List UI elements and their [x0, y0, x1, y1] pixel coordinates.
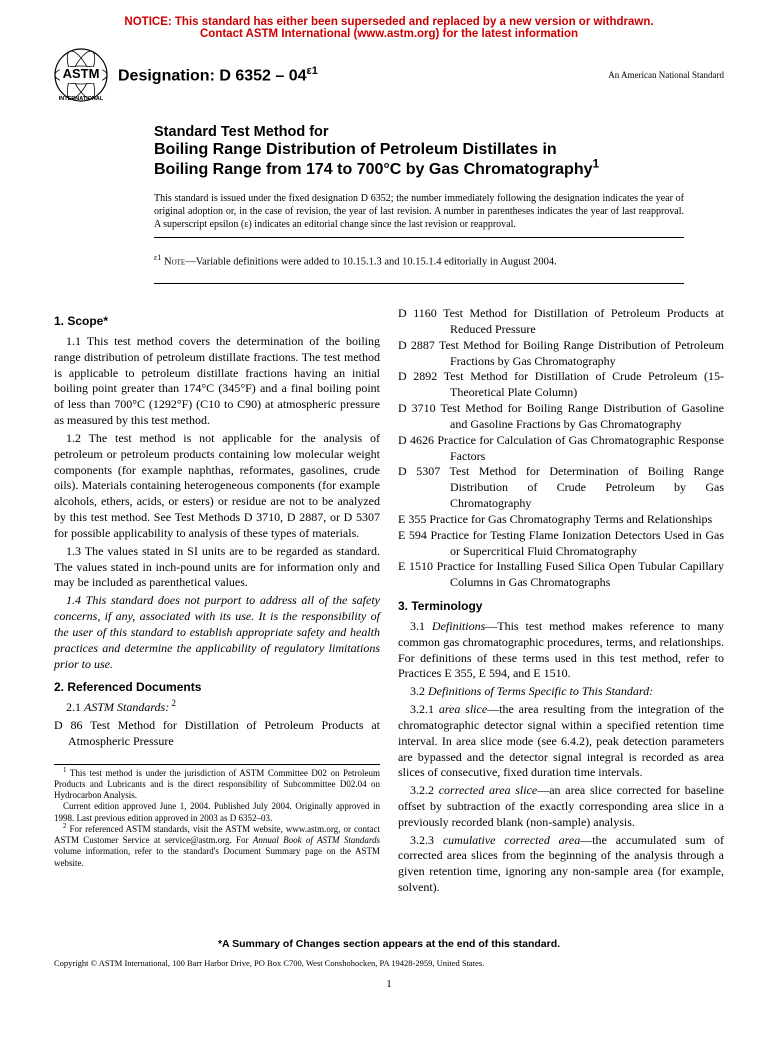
para-1-3: 1.3 The values stated in SI units are to… — [54, 544, 380, 591]
epsilon-note: ε1 Note—Variable definitions were added … — [154, 253, 684, 269]
ansi-label: An American National Standard — [608, 70, 724, 80]
para-3-2-2: 3.2.2 corrected area slice—an area slice… — [398, 783, 724, 830]
title-prefix: Standard Test Method for — [154, 124, 724, 140]
para-3-2-3: 3.2.3 cumulative corrected area—the accu… — [398, 833, 724, 896]
designation-epsilon: ε1 — [307, 65, 318, 77]
para-3-1: 3.1 Definitions—This test method makes r… — [398, 619, 724, 682]
svg-text:INTERNATIONAL: INTERNATIONAL — [59, 96, 104, 102]
header-row: ASTM INTERNATIONAL Designation: D 6352 –… — [54, 48, 724, 102]
para-1-1: 1.1 This test method covers the determin… — [54, 334, 380, 429]
issuance-note: This standard is issued under the fixed … — [154, 192, 724, 231]
logo-block: ASTM INTERNATIONAL Designation: D 6352 –… — [54, 48, 318, 102]
footnote-1b: Current edition approved June 1, 2004. P… — [54, 801, 380, 824]
ref-d3710: D 3710 Test Method for Boiling Range Dis… — [398, 401, 724, 433]
copyright: Copyright © ASTM International, 100 Barr… — [54, 958, 724, 968]
left-column: 1. Scope* 1.1 This test method covers th… — [54, 306, 380, 898]
ref-d4626: D 4626 Practice for Calculation of Gas C… — [398, 433, 724, 465]
footnote-1: 1 This test method is under the jurisdic… — [54, 768, 380, 802]
right-column: D 1160 Test Method for Distillation of P… — [398, 306, 724, 898]
para-1-2: 1.2 The test method is not applicable fo… — [54, 431, 380, 542]
page-bottom: *A Summary of Changes section appears at… — [54, 938, 724, 991]
notice-banner: NOTICE: This standard has either been su… — [54, 16, 724, 40]
ref-d2887: D 2887 Test Method for Boiling Range Dis… — [398, 338, 724, 370]
ref-d5307: D 5307 Test Method for Determination of … — [398, 464, 724, 511]
ref-d1160: D 1160 Test Method for Distillation of P… — [398, 306, 724, 338]
document-page: NOTICE: This standard has either been su… — [0, 0, 778, 1021]
ref-d86: D 86 Test Method for Distillation of Pet… — [54, 718, 380, 750]
svg-text:ASTM: ASTM — [63, 66, 100, 81]
title-main: Boiling Range Distribution of Petroleum … — [154, 140, 724, 180]
page-number: 1 — [54, 978, 724, 990]
notice-line2: Contact ASTM International (www.astm.org… — [200, 28, 578, 40]
changes-note: *A Summary of Changes section appears at… — [54, 938, 724, 950]
ref-d2892: D 2892 Test Method for Distillation of C… — [398, 369, 724, 401]
designation-text: Designation: D 6352 – 04 — [118, 67, 307, 84]
title-block: Standard Test Method for Boiling Range D… — [154, 124, 724, 180]
footnotes: 1 This test method is under the jurisdic… — [54, 764, 380, 869]
terminology-heading: 3. Terminology — [398, 599, 724, 615]
body-columns: 1. Scope* 1.1 This test method covers th… — [54, 306, 724, 898]
para-3-2-1: 3.2.1 area slice—the area resulting from… — [398, 702, 724, 781]
ref-e1510: E 1510 Practice for Installing Fused Sil… — [398, 559, 724, 591]
notice-line1: NOTICE: This standard has either been su… — [124, 16, 653, 28]
epsilon-note-box: ε1 Note—Variable definitions were added … — [154, 237, 684, 284]
ref-e355: E 355 Practice for Gas Chromatography Te… — [398, 512, 724, 528]
refdoc-heading: 2. Referenced Documents — [54, 680, 380, 696]
footnote-2: 2 For referenced ASTM standards, visit t… — [54, 824, 380, 869]
designation: Designation: D 6352 – 04ε1 — [118, 65, 318, 85]
ref-e594: E 594 Practice for Testing Flame Ionizat… — [398, 528, 724, 560]
para-2-1: 2.1 ASTM Standards: 2 — [54, 700, 380, 716]
para-3-2: 3.2 Definitions of Terms Specific to Thi… — [398, 684, 724, 700]
astm-logo: ASTM INTERNATIONAL — [54, 48, 108, 102]
scope-heading: 1. Scope* — [54, 314, 380, 330]
para-1-4: 1.4 This standard does not purport to ad… — [54, 593, 380, 672]
